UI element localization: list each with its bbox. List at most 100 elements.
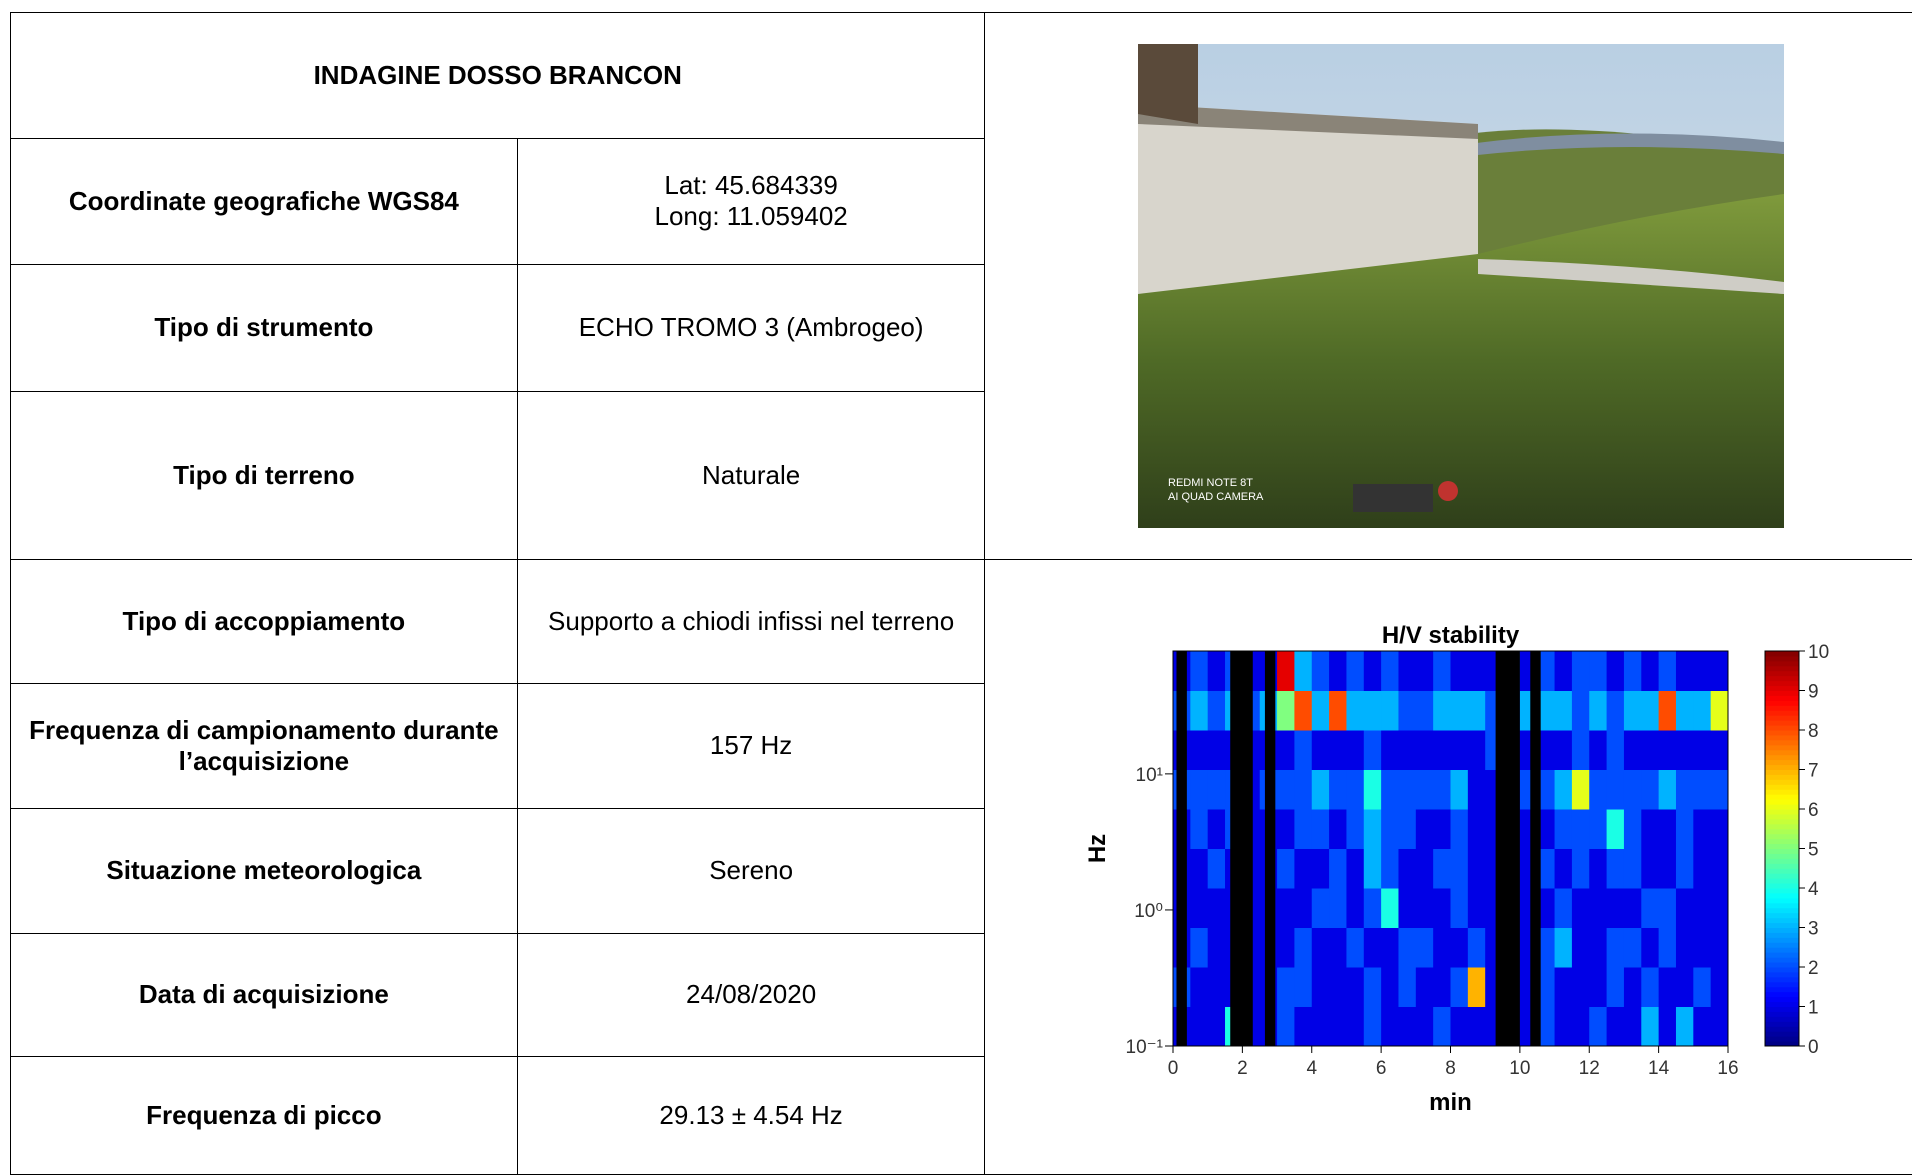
colorbar-step <box>1765 848 1800 854</box>
heat-cell <box>1676 769 1695 810</box>
row-label: Frequenza di picco <box>10 1055 518 1175</box>
heat-cell <box>1381 650 1400 691</box>
heat-cell <box>1711 848 1729 889</box>
heat-cell <box>1589 966 1608 1007</box>
heat-cell <box>1572 769 1591 810</box>
heat-cell <box>1312 966 1331 1007</box>
heat-cell <box>1329 927 1348 968</box>
colorbar-step <box>1765 892 1800 898</box>
heat-cell <box>1398 729 1417 770</box>
heat-cell <box>1624 729 1643 770</box>
excluded-window <box>1496 650 1521 1046</box>
heat-cell <box>1208 808 1227 849</box>
heat-cell <box>1208 1006 1227 1047</box>
heat-cell <box>1537 650 1556 691</box>
heat-cell <box>1624 887 1643 928</box>
colorbar-step <box>1765 798 1800 805</box>
colorbar-step <box>1765 897 1800 903</box>
heat-cell <box>1346 690 1365 731</box>
colorbar-step <box>1765 1025 1800 1032</box>
heat-cell <box>1381 927 1400 968</box>
heat-cell <box>1589 729 1608 770</box>
x-tick-label: 16 <box>1718 1058 1739 1079</box>
heat-cell <box>1693 887 1712 928</box>
colorbar-step <box>1765 922 1800 928</box>
survey-table: INDAGINE DOSSO BRANCON REDMI NOTE 8T AI … <box>9 11 1912 1175</box>
heat-cell <box>1693 1006 1712 1047</box>
heat-cell <box>1572 808 1591 849</box>
colorbar-step <box>1765 749 1800 755</box>
heat-cell <box>1572 729 1591 770</box>
heat-cell <box>1346 769 1365 810</box>
heat-cell <box>1693 927 1712 968</box>
heat-cell <box>1607 848 1625 889</box>
heat-cell <box>1468 808 1487 849</box>
heat-cell <box>1555 927 1573 968</box>
heat-cell <box>1572 966 1591 1007</box>
heat-cell <box>1364 729 1383 770</box>
row-value: Lat: 45.684339 Long: 11.059402 <box>516 137 986 266</box>
heat-cell <box>1624 966 1643 1007</box>
heat-cell <box>1555 1006 1573 1047</box>
colorbar-step <box>1765 744 1800 750</box>
colorbar-step <box>1765 1030 1800 1037</box>
heat-cell <box>1659 690 1677 731</box>
heat-cell <box>1607 650 1625 691</box>
heat-cell <box>1433 848 1452 889</box>
heat-cell <box>1312 1006 1331 1047</box>
heat-cell <box>1676 848 1695 889</box>
heat-cell <box>1329 690 1348 731</box>
heat-cell <box>1676 887 1695 928</box>
heat-cell <box>1676 690 1695 731</box>
heat-cell <box>1294 1006 1313 1047</box>
colorbar-step <box>1765 1001 1800 1007</box>
heat-cell <box>1572 650 1591 691</box>
heat-cell <box>1381 690 1400 731</box>
heat-cell <box>1450 966 1469 1007</box>
heat-cell <box>1555 729 1573 770</box>
heat-cell <box>1676 650 1695 691</box>
heat-cell <box>1398 1006 1417 1047</box>
heat-cell <box>1416 690 1435 731</box>
heat-cell <box>1555 769 1573 810</box>
heat-cell <box>1659 729 1677 770</box>
heat-cell <box>1711 769 1729 810</box>
heat-cell <box>1329 729 1348 770</box>
heat-cell <box>1398 848 1417 889</box>
colorbar-step <box>1765 1035 1800 1042</box>
heat-cell <box>1364 1006 1383 1047</box>
heat-cell <box>1693 808 1712 849</box>
colorbar-tick-label: 6 <box>1808 800 1819 821</box>
colorbar-step <box>1765 665 1800 671</box>
colorbar-step <box>1765 833 1800 839</box>
heat-cell <box>1433 887 1452 928</box>
heat-cell <box>1624 848 1643 889</box>
heat-cell <box>1381 808 1400 849</box>
heat-cell <box>1711 887 1729 928</box>
heat-cell <box>1277 1006 1296 1047</box>
colorbar-step <box>1765 862 1800 869</box>
row-value: 24/08/2020 <box>516 933 986 1057</box>
colorbar-tick-label: 10 <box>1808 642 1829 663</box>
row-value: 29.13 ± 4.54 Hz <box>516 1055 986 1175</box>
heat-cell <box>1624 690 1643 731</box>
heat-cell <box>1450 769 1469 810</box>
heat-cell <box>1555 690 1573 731</box>
colorbar-step <box>1765 1015 1800 1022</box>
heat-cell <box>1381 1006 1400 1047</box>
colorbar-step <box>1765 996 1800 1002</box>
heat-cell <box>1294 729 1313 770</box>
colorbar-tick-label: 9 <box>1808 681 1819 702</box>
colorbar-step <box>1765 724 1800 731</box>
row-label: Tipo di accoppiamento <box>10 559 518 684</box>
chart-title: H/V stability <box>1382 622 1520 649</box>
heat-cell <box>1294 966 1313 1007</box>
row-value: ECHO TROMO 3 (Ambrogeo) <box>516 264 986 392</box>
colorbar-step <box>1765 838 1800 844</box>
colorbar-step <box>1765 1020 1800 1027</box>
heat-cell <box>1312 729 1331 770</box>
heat-cell <box>1450 848 1469 889</box>
heat-cell <box>1450 729 1469 770</box>
colorbar-step <box>1765 769 1800 775</box>
colorbar-step <box>1765 719 1800 726</box>
